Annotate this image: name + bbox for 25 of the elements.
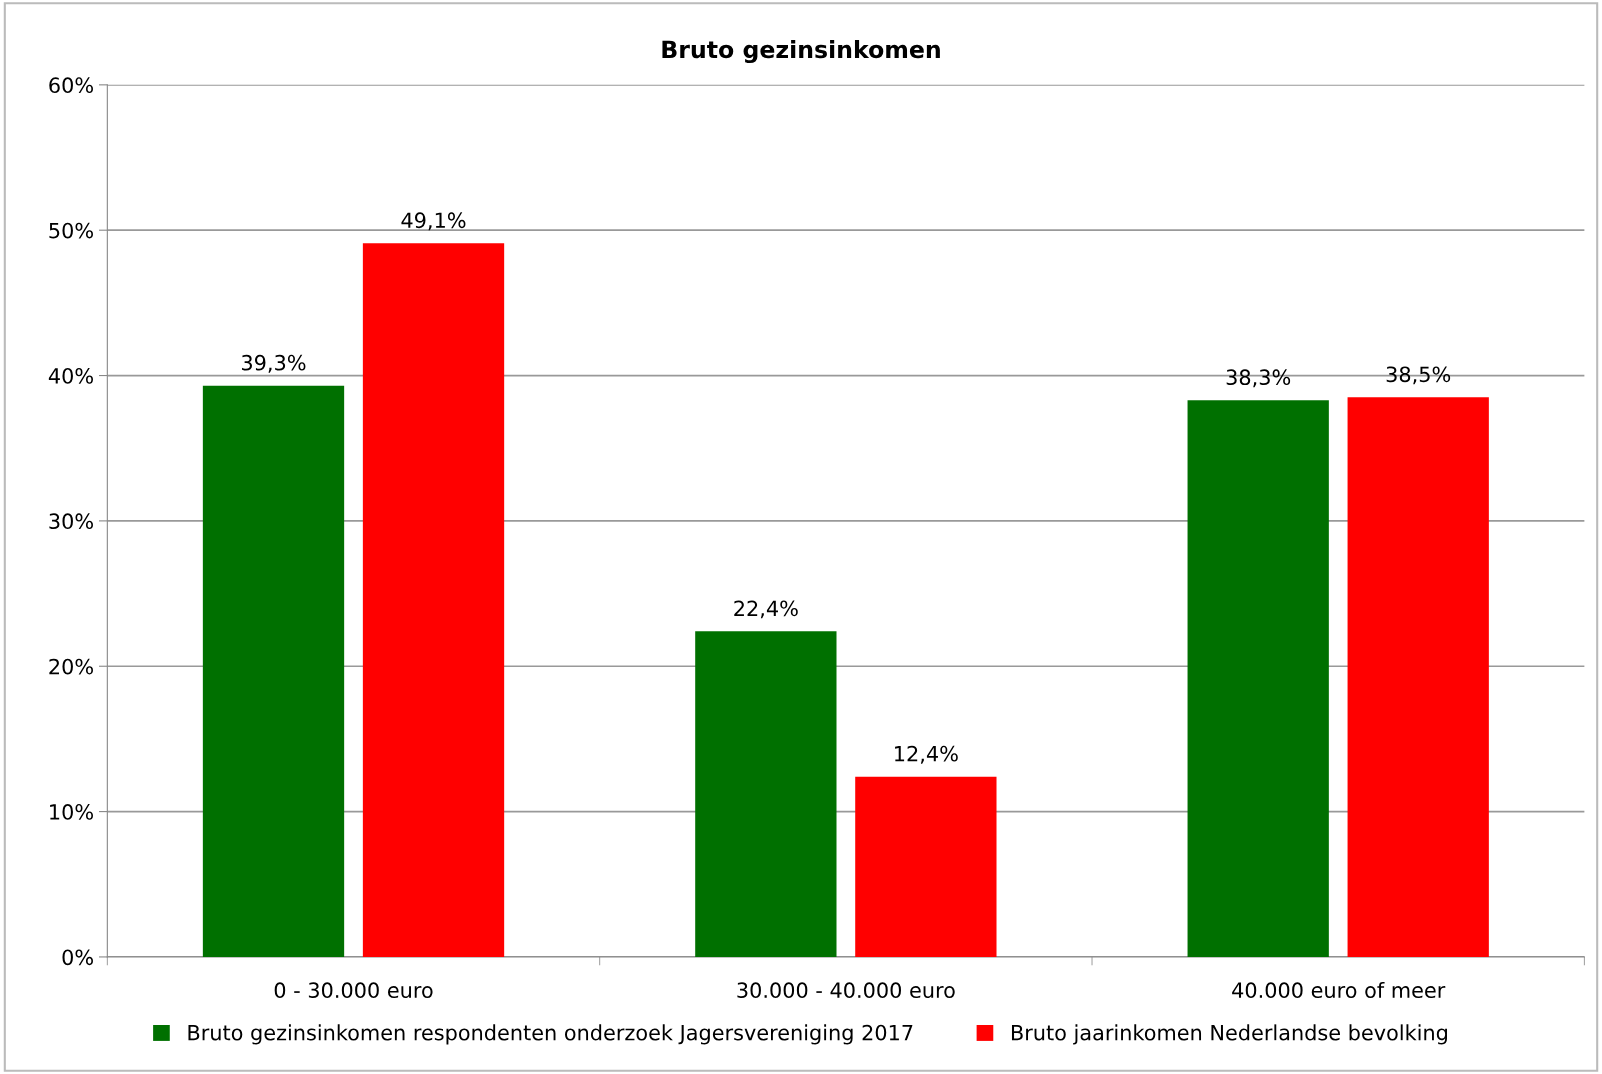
y-tick-label: 40% — [48, 367, 93, 384]
y-tick-label: 60% — [49, 77, 93, 94]
data-label: 12,4% — [895, 745, 958, 764]
bar — [1187, 400, 1329, 957]
data-label: 22,4% — [734, 600, 798, 619]
bar — [1347, 397, 1489, 957]
x-tick-label: 40.000 euro of meer — [1232, 981, 1446, 999]
data-label: 39,3% — [242, 354, 306, 373]
bar — [362, 243, 505, 957]
y-tick-label: 10% — [50, 804, 93, 820]
y-tick-label: 50% — [49, 222, 93, 239]
x-tick-label: 0 - 30.000 euro — [274, 982, 433, 999]
y-tick-label: 20% — [49, 658, 93, 675]
y-tick-label: 0% — [62, 949, 93, 966]
legend-label: Bruto jaarinkomen Nederlandse bevolking — [1011, 1024, 1447, 1045]
data-label: 38,3% — [1226, 369, 1291, 388]
y-tick-label: 30% — [49, 513, 93, 530]
bar — [695, 631, 837, 957]
chart-title: Bruto gezinsinkomen — [662, 40, 940, 64]
legend-label: Bruto gezinsinkomen respondenten onderzoek Jagersvereniging 2017 — [188, 1024, 913, 1045]
bar — [855, 776, 997, 957]
bar — [202, 385, 345, 957]
data-label: 49,1% — [401, 212, 466, 231]
x-tick-label: 30.000 - 40.000 euro — [737, 982, 955, 999]
data-label: 38,5% — [1386, 366, 1451, 385]
